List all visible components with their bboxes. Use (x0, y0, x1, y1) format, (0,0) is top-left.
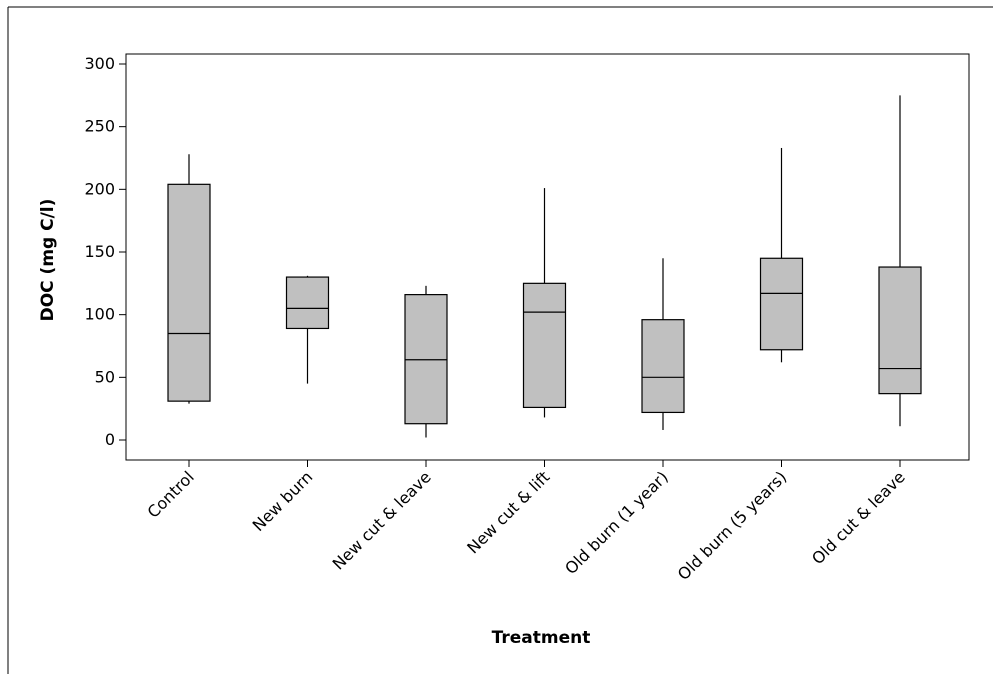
y-tick-label: 300 (84, 54, 115, 73)
iqr-box (522, 282, 567, 409)
plot-area (125, 53, 970, 461)
y-tick-label: 200 (84, 179, 115, 198)
y-tick-label: 0 (105, 430, 115, 449)
x-axis: Control New burn New cut & leave New cut & … (143, 460, 909, 584)
x-tick-label: Old burn (1 year) (561, 467, 672, 578)
y-tick-label: 150 (84, 242, 115, 261)
y-tick-label: 50 (95, 367, 115, 386)
box-0 (167, 154, 211, 404)
y-tick-label: 250 (84, 117, 115, 136)
x-tick-label: New burn (249, 467, 317, 535)
iqr-box (285, 276, 330, 330)
x-axis-title: Treatment (492, 628, 591, 648)
box-2 (404, 285, 448, 438)
x-tick-label: Control (143, 467, 197, 521)
y-tick-label: 100 (84, 305, 115, 324)
box-5 (759, 147, 804, 363)
iqr-box (641, 319, 685, 414)
y-axis: 0 50 100 150 200 250 300 (84, 54, 126, 449)
x-tick-label: New cut & lift (463, 467, 553, 557)
box-3 (522, 188, 567, 418)
box-1 (285, 275, 330, 384)
y-axis-title: DOC (mg C/l) (38, 199, 58, 322)
box-4 (641, 258, 685, 430)
iqr-box (759, 257, 804, 351)
x-tick-label: New cut & leave (329, 467, 435, 573)
x-tick-label: Old cut & leave (808, 467, 909, 568)
box-6 (878, 95, 922, 427)
boxes-group (167, 95, 922, 438)
iqr-box (404, 294, 448, 425)
iqr-box (878, 266, 922, 395)
iqr-box (167, 183, 211, 402)
x-tick-label: Old burn (5 years) (674, 467, 791, 584)
